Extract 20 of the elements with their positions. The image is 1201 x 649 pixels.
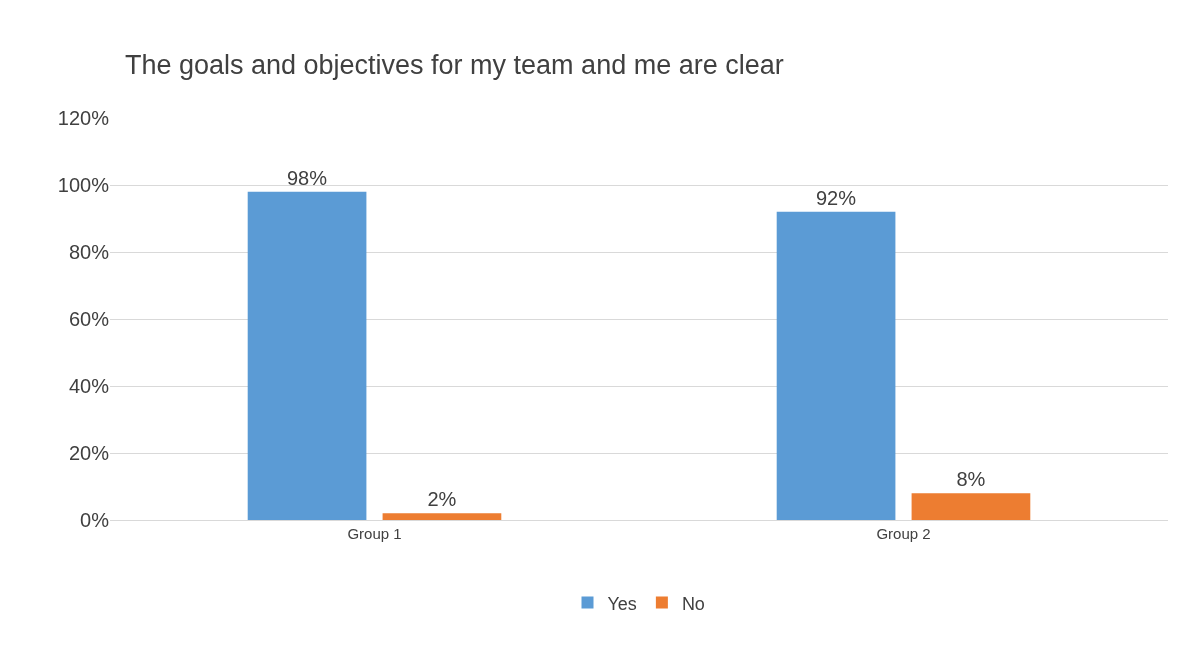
chart-title: The goals and objectives for my team and me are clear	[124, 50, 784, 81]
y-tick-label: 60%	[68, 308, 110, 330]
y-tick-label: 80%	[68, 241, 110, 263]
y-tick-label: 40%	[68, 375, 110, 397]
x-tick-label: Group 2	[876, 525, 931, 542]
data-label: 2%	[427, 488, 457, 511]
data-label: 98%	[286, 166, 328, 189]
legend-label: No	[681, 593, 705, 614]
y-tick-label: 120%	[57, 107, 110, 129]
bar	[382, 513, 502, 520]
bar	[776, 211, 896, 520]
y-tick-label: 0%	[80, 509, 110, 531]
legend-label: Yes	[607, 593, 637, 614]
data-label: 8%	[956, 468, 986, 491]
y-tick-label: 20%	[68, 442, 110, 464]
bar	[247, 191, 367, 520]
bar	[911, 493, 1031, 520]
data-label: 92%	[815, 186, 857, 209]
y-tick-label: 100%	[57, 174, 110, 196]
x-tick-label: Group 1	[347, 525, 402, 542]
